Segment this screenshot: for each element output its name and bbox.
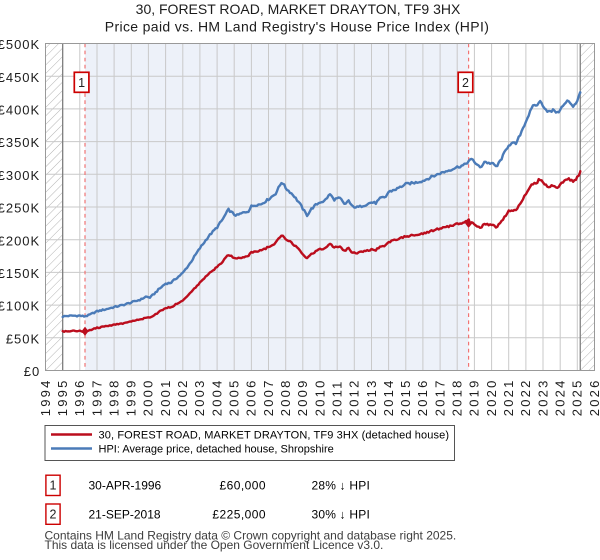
svg-text:1998: 1998 <box>106 378 121 416</box>
svg-text:£300K: £300K <box>0 168 40 183</box>
svg-text:2010: 2010 <box>312 378 327 416</box>
svg-text:2000: 2000 <box>141 378 156 416</box>
svg-text:2: 2 <box>50 507 57 521</box>
svg-text:2025: 2025 <box>570 378 585 416</box>
svg-text:£400K: £400K <box>0 103 40 118</box>
svg-text:2017: 2017 <box>432 378 447 416</box>
svg-text:2024: 2024 <box>553 378 568 416</box>
svg-text:This data is licensed under th: This data is licensed under the Open Gov… <box>45 538 384 552</box>
svg-text:£250K: £250K <box>0 201 40 216</box>
svg-text:2015: 2015 <box>398 378 413 416</box>
svg-text:2008: 2008 <box>278 378 293 416</box>
svg-text:2012: 2012 <box>347 378 362 416</box>
svg-text:Price paid vs. HM Land Registr: Price paid vs. HM Land Registry's House … <box>105 19 489 35</box>
svg-text:21-SEP-2018: 21-SEP-2018 <box>89 507 161 521</box>
svg-text:1: 1 <box>50 479 57 493</box>
svg-text:£50K: £50K <box>6 331 40 346</box>
svg-text:£60,000: £60,000 <box>219 479 266 493</box>
svg-text:2003: 2003 <box>192 378 207 416</box>
svg-text:£200K: £200K <box>0 233 40 248</box>
svg-text:2018: 2018 <box>450 378 465 416</box>
svg-text:£450K: £450K <box>0 70 40 85</box>
svg-text:2019: 2019 <box>467 378 482 416</box>
svg-text:2022: 2022 <box>518 378 533 416</box>
svg-text:2026: 2026 <box>587 378 600 416</box>
svg-text:£225,000: £225,000 <box>212 507 266 521</box>
svg-text:1996: 1996 <box>72 378 87 416</box>
svg-text:1: 1 <box>78 76 85 90</box>
svg-text:2014: 2014 <box>381 378 396 416</box>
svg-text:30% ↓ HPI: 30% ↓ HPI <box>312 507 371 521</box>
svg-text:30, FOREST ROAD, MARKET DRAYTO: 30, FOREST ROAD, MARKET DRAYTON, TF9 3HX <box>136 1 461 17</box>
svg-text:Contains HM Land Registry data: Contains HM Land Registry data © Crown c… <box>45 529 457 543</box>
svg-text:2020: 2020 <box>484 378 499 416</box>
svg-text:£150K: £150K <box>0 266 40 281</box>
svg-text:2021: 2021 <box>501 378 516 416</box>
svg-text:2016: 2016 <box>415 378 430 416</box>
svg-text:2006: 2006 <box>244 378 259 416</box>
svg-text:2002: 2002 <box>175 378 190 416</box>
svg-text:£350K: £350K <box>0 135 40 150</box>
svg-text:2004: 2004 <box>209 378 224 416</box>
svg-text:2005: 2005 <box>227 378 242 416</box>
svg-text:28% ↓ HPI: 28% ↓ HPI <box>312 479 371 493</box>
svg-text:30, FOREST ROAD, MARKET DRAYTO: 30, FOREST ROAD, MARKET DRAYTON, TF9 3HX… <box>99 430 450 442</box>
svg-text:2007: 2007 <box>261 378 276 416</box>
svg-text:2009: 2009 <box>295 378 310 416</box>
svg-text:£500K: £500K <box>0 37 40 52</box>
svg-text:1999: 1999 <box>124 378 139 416</box>
svg-text:HPI: Average price, detached h: HPI: Average price, detached house, Shro… <box>99 444 334 456</box>
svg-text:£100K: £100K <box>0 299 40 314</box>
svg-text:1994: 1994 <box>38 378 53 416</box>
svg-text:1995: 1995 <box>55 378 70 416</box>
svg-text:2001: 2001 <box>158 378 173 416</box>
svg-text:2013: 2013 <box>364 378 379 416</box>
svg-text:£0: £0 <box>24 364 40 379</box>
svg-text:2011: 2011 <box>330 379 345 416</box>
svg-text:2: 2 <box>462 76 469 90</box>
svg-text:1997: 1997 <box>89 378 104 416</box>
svg-text:2023: 2023 <box>535 378 550 416</box>
svg-text:30-APR-1996: 30-APR-1996 <box>89 479 162 493</box>
